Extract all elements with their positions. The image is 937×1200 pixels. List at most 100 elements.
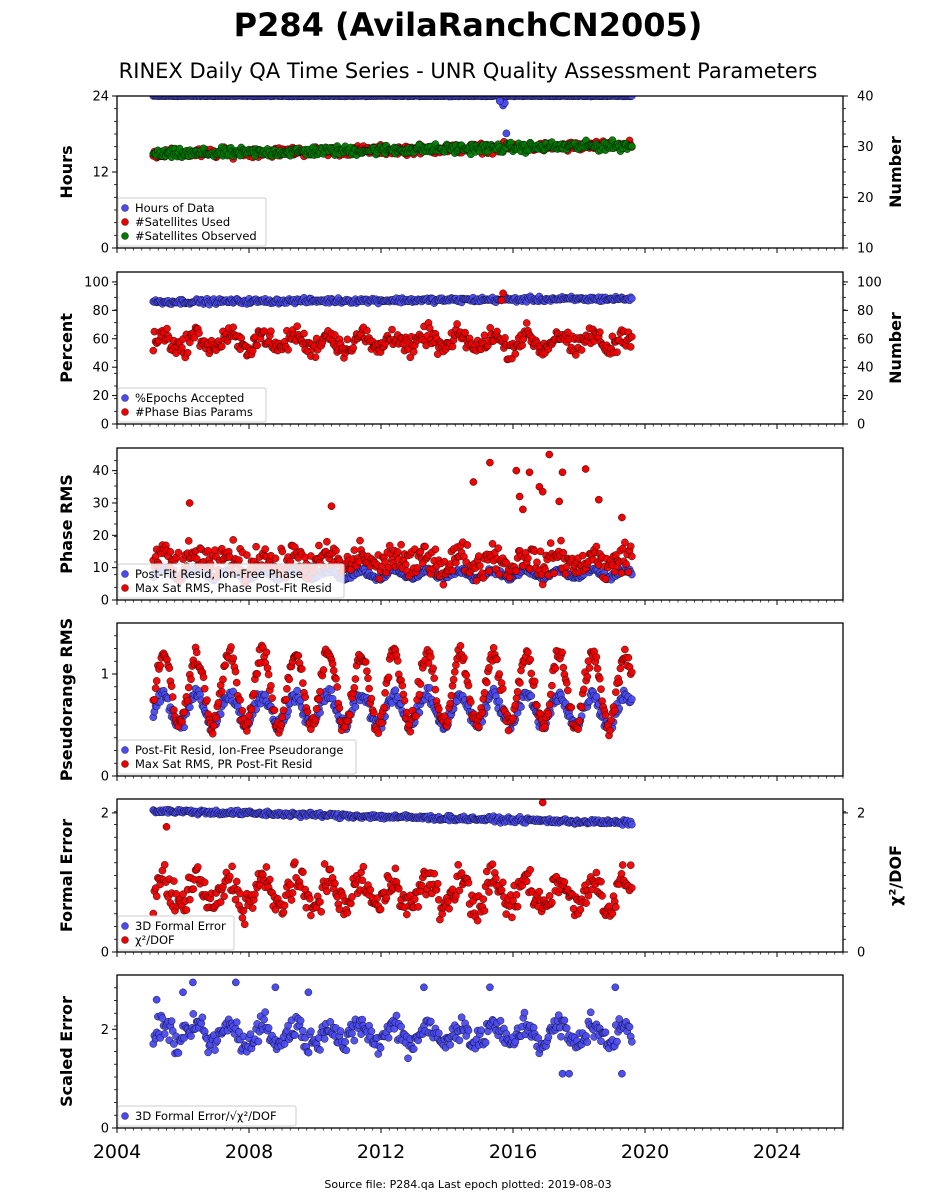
- data-point: [400, 696, 409, 705]
- data-point: [421, 542, 429, 551]
- data-point: [217, 687, 226, 696]
- data-point: [393, 657, 402, 665]
- data-point: [394, 885, 403, 893]
- data-point: [373, 894, 381, 902]
- data-point: [270, 706, 279, 715]
- data-point: [536, 547, 545, 556]
- data-point: [626, 542, 635, 551]
- data-point: [150, 696, 159, 704]
- data-point: [391, 686, 400, 695]
- data-point: [189, 885, 198, 893]
- data-point: [558, 468, 567, 477]
- data-point: [564, 686, 572, 695]
- data-point: [335, 704, 344, 712]
- y-tick-label: 0: [101, 418, 109, 433]
- data-point: [621, 645, 629, 654]
- data-point: [361, 658, 370, 666]
- data-point: [359, 862, 368, 871]
- data-point: [541, 565, 549, 574]
- data-point: [315, 695, 323, 704]
- data-point: [464, 681, 473, 690]
- data-point: [498, 685, 507, 693]
- data-point: [466, 698, 475, 706]
- data-point: [279, 706, 288, 715]
- panel-points: [149, 289, 636, 364]
- data-point: [505, 573, 514, 582]
- data-point: [345, 711, 354, 719]
- data-point: [252, 542, 260, 551]
- data-point: [551, 664, 560, 673]
- data-point: [283, 685, 291, 693]
- data-point: [267, 682, 275, 690]
- data-point: [548, 681, 556, 690]
- data-point: [469, 478, 478, 486]
- data-point: [485, 664, 493, 672]
- data-point: [527, 669, 536, 678]
- data-point: [502, 558, 511, 567]
- data-point: [364, 674, 372, 683]
- data-point: [626, 343, 635, 351]
- data-point: [495, 570, 504, 579]
- data-point: [320, 860, 329, 868]
- data-point: [170, 706, 178, 714]
- data-point: [593, 664, 602, 673]
- data-point: [350, 684, 359, 692]
- data-point: [431, 545, 440, 554]
- data-point: [348, 893, 356, 901]
- data-point: [448, 682, 457, 690]
- data-point: [280, 901, 289, 910]
- data-point: [238, 707, 247, 715]
- data-point: [343, 335, 352, 344]
- y-right-tick-label: 100: [857, 275, 882, 290]
- data-point: [618, 513, 626, 522]
- data-point: [332, 546, 340, 555]
- data-point: [446, 699, 455, 708]
- data-point: [495, 670, 504, 678]
- data-point: [311, 353, 320, 362]
- data-point: [367, 694, 376, 703]
- data-point: [200, 878, 209, 887]
- data-point: [262, 863, 271, 871]
- y-right-tick-label: 40: [857, 90, 874, 105]
- data-point: [377, 719, 386, 727]
- data-point: [160, 861, 169, 869]
- data-point: [578, 551, 587, 560]
- data-point: [231, 895, 240, 904]
- data-point: [332, 675, 340, 683]
- y-tick-label: 20: [92, 389, 109, 404]
- data-point: [524, 554, 532, 563]
- data-point: [527, 692, 536, 700]
- data-point: [200, 684, 209, 693]
- data-point: [413, 564, 421, 572]
- data-point: [429, 664, 437, 673]
- y-tick-label: 0: [101, 770, 109, 785]
- data-point: [183, 696, 192, 705]
- panel-percent: 020406080100020406080100NumberPercent%Ep…: [57, 271, 905, 433]
- data-point: [502, 129, 511, 138]
- legend-marker: [121, 204, 129, 212]
- data-point: [585, 664, 594, 672]
- data-point: [431, 685, 440, 694]
- data-point: [628, 294, 636, 303]
- data-point: [612, 688, 620, 697]
- data-point: [174, 548, 183, 557]
- legend-marker: [121, 408, 129, 416]
- data-point: [214, 699, 223, 707]
- data-point: [300, 329, 308, 338]
- data-point: [384, 874, 393, 883]
- data-point: [149, 346, 158, 355]
- data-point: [190, 333, 199, 342]
- y-tick-label: 40: [92, 361, 109, 376]
- data-point: [251, 890, 259, 899]
- data-point: [519, 505, 527, 514]
- data-point: [524, 648, 532, 657]
- y-right-tick-label: 30: [857, 140, 874, 155]
- data-point: [278, 713, 287, 722]
- data-point: [375, 575, 384, 583]
- data-point: [178, 718, 186, 726]
- data-point: [583, 672, 592, 681]
- figure-subtitle: RINEX Daily QA Time Series - UNR Quality…: [119, 59, 818, 83]
- data-point: [243, 551, 251, 559]
